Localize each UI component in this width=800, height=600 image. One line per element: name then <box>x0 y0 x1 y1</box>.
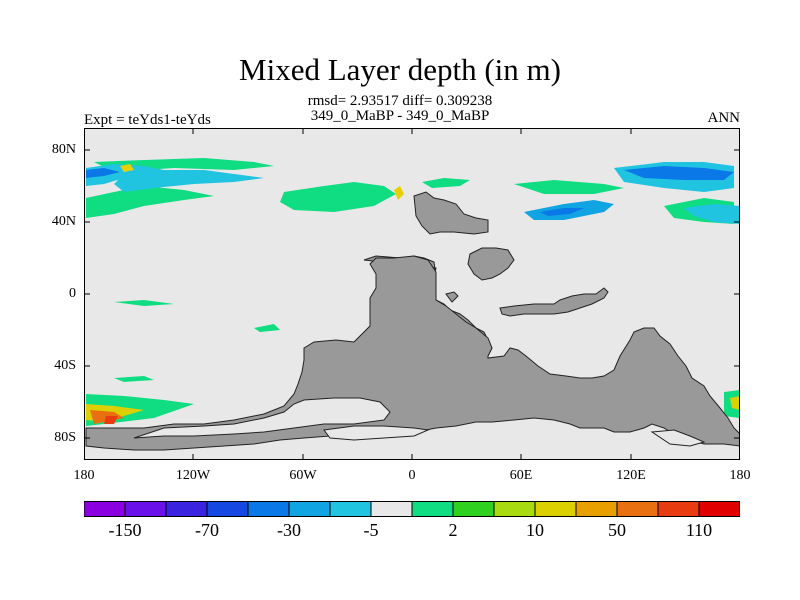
colorbar-swatch <box>534 501 577 517</box>
colorbar-swatch <box>452 501 495 517</box>
lon-label-60e: 60E <box>509 468 533 483</box>
experiment-label: Expt = teYds1-teYds <box>84 112 211 128</box>
colorbar-label: 10 <box>526 520 544 540</box>
equatorial-dashes <box>114 300 174 306</box>
landmass-main <box>85 255 740 451</box>
colorbar-swatch <box>288 501 331 517</box>
colorbar <box>84 501 740 517</box>
gap-southwest <box>133 397 391 439</box>
s-indian-yellow <box>730 396 740 410</box>
lat-label-0: 0 <box>69 286 76 301</box>
lon-label-180w: 180 <box>73 468 95 483</box>
colorbar-swatch <box>493 501 536 517</box>
colorbar-label: -70 <box>195 520 219 540</box>
north-pacific-green <box>86 186 214 218</box>
colorbar-swatch <box>370 501 413 517</box>
lat-label-80s: 80S <box>54 430 76 445</box>
colorbar-label: 50 <box>608 520 626 540</box>
colorbar-swatch <box>698 501 740 517</box>
nw-pacific-blue <box>624 166 734 180</box>
landmass-mid-east <box>467 247 515 281</box>
lon-label-120e: 120E <box>616 468 646 483</box>
lon-label-180e: 180 <box>729 468 751 483</box>
west-pacific-deep-blue <box>540 208 584 216</box>
north-pacific-yellow-spot <box>120 164 134 172</box>
lat-label-40n: 40N <box>51 214 76 229</box>
ticks <box>84 128 740 460</box>
lon-label-0: 0 <box>408 468 416 483</box>
colorbar-label: -5 <box>363 520 379 540</box>
siberia-green <box>514 180 624 194</box>
case-line: 349_0_MaBP - 349_0_MaBP <box>310 108 490 124</box>
iceland-yellow <box>394 186 404 200</box>
south-pacific-dash <box>114 376 154 382</box>
colorbar-label: 2 <box>448 520 458 540</box>
sw-pacific-green <box>254 324 280 332</box>
colorbar-swatch <box>329 501 372 517</box>
landmass-east-ridge <box>499 287 609 317</box>
colorbar-swatch <box>247 501 290 517</box>
rmsd-diff-line: rmsd= 2.93517 diff= 0.309238 <box>307 93 493 109</box>
season-label: ANN <box>707 110 741 126</box>
colorbar-swatch <box>124 501 167 517</box>
lon-label-60w: 60W <box>289 468 317 483</box>
island-equatorial <box>445 291 459 303</box>
colorbar-swatch <box>616 501 659 517</box>
colorbar-swatch <box>657 501 700 517</box>
colorbar-swatch <box>206 501 249 517</box>
colorbar-swatch <box>575 501 618 517</box>
inner-ocean-gaps <box>133 397 706 447</box>
map-panel <box>84 128 740 460</box>
n-pacific-cyan-east <box>684 204 740 224</box>
gap-south-east <box>650 429 706 447</box>
north-pacific-blue <box>86 168 120 178</box>
colorbar-label: -150 <box>108 520 142 540</box>
stats-text: rmsd= 2.93517 diff= 0.309238 349_0_MaBP … <box>0 94 800 124</box>
colorbar-swatch <box>84 501 126 517</box>
landmass-north <box>413 191 489 235</box>
lat-label-40s: 40S <box>54 358 76 373</box>
colorbar-label: 110 <box>685 520 713 540</box>
negative-anomaly-fields <box>86 162 740 422</box>
plot-title: Mixed Layer depth (in m) <box>239 52 561 87</box>
greenland-green <box>422 178 470 188</box>
southern-ocean-red <box>104 416 118 424</box>
north-pacific-cyan-east <box>114 170 264 192</box>
land-masses <box>85 191 740 451</box>
north-atlantic-green <box>280 182 396 212</box>
colorbar-swatch <box>411 501 454 517</box>
colorbar-label: -30 <box>277 520 301 540</box>
lat-label-80n: 80N <box>51 142 76 157</box>
colorbar-swatch <box>165 501 208 517</box>
gap-south-central <box>323 425 430 441</box>
lon-label-120w: 120W <box>175 468 211 483</box>
